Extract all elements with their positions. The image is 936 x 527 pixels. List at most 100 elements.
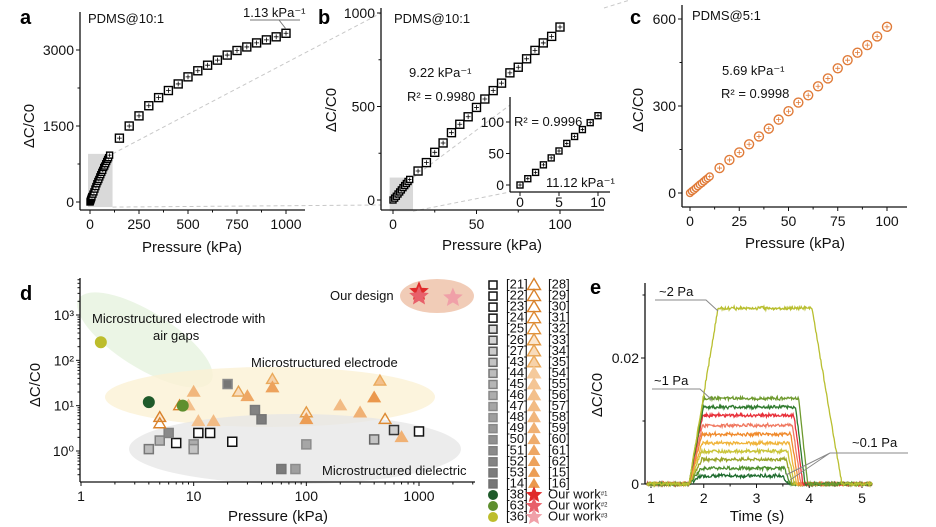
- data-point-triangle: [526, 354, 542, 368]
- error-bar: [432, 149, 438, 155]
- data-point-square: [488, 423, 498, 434]
- error-bar: [766, 126, 772, 132]
- sensitivity-label: 9.22 kPa⁻¹: [409, 65, 472, 80]
- x-tick-label: 5: [555, 194, 563, 210]
- x-tick-label: 50: [469, 216, 485, 232]
- data-point-square: [488, 291, 498, 301]
- data-point-square: [143, 443, 155, 455]
- error-bar: [244, 44, 250, 50]
- region-label-electrode: Microstructured electrode: [251, 355, 398, 370]
- data-point-square: [488, 335, 498, 345]
- data-point-square: [290, 463, 301, 475]
- y-tick-label: 100: [481, 114, 505, 130]
- region-our-design: [400, 279, 474, 313]
- error-bar: [507, 70, 513, 76]
- data-point-triangle: [526, 365, 542, 379]
- data-point-triangle: [527, 466, 541, 477]
- error-bar: [864, 42, 870, 48]
- y-tick-label: 0: [367, 192, 375, 208]
- data-point-circle: [488, 501, 498, 511]
- leader-0-1pa: [785, 452, 908, 481]
- x-tick-label: 0: [86, 216, 94, 232]
- y-tick-label: 50: [488, 146, 504, 162]
- region-label-dielectric: Microstructured dielectric: [322, 463, 467, 478]
- legend-label: [54]: [548, 365, 570, 380]
- data-point-triangle: [526, 399, 542, 412]
- panel-c: 0 25 50 75 100 0 300 600 c PDMS@5:1 5.69 kPa⁻¹ R² =…: [630, 5, 907, 252]
- y-tick-label: 10⁰: [53, 443, 75, 459]
- error-bar: [234, 48, 240, 53]
- y-tick-label: 0.02: [612, 350, 639, 366]
- error-bar: [565, 141, 569, 146]
- data-point-star: [525, 508, 543, 525]
- region-label-electrode-air-gaps: Microstructured electrode with: [92, 311, 265, 326]
- x-tick-label: 2: [700, 490, 708, 506]
- error-bar: [557, 24, 563, 30]
- legend-label: [59]: [548, 420, 570, 435]
- x-tick-label: 100: [875, 213, 899, 229]
- data-point-triangle: [527, 455, 541, 466]
- y-tick-label: 10¹: [54, 398, 75, 414]
- x-tick-label: 3: [753, 490, 761, 506]
- data-point-circle: [94, 336, 107, 349]
- error-bar: [805, 92, 811, 98]
- error-bar: [795, 100, 801, 105]
- x-tick-label: 0: [686, 213, 694, 229]
- error-bar: [533, 170, 538, 175]
- error-bar: [117, 135, 122, 141]
- error-bar: [726, 157, 732, 163]
- panel-letter-a: a: [20, 7, 32, 29]
- data-point-square: [488, 357, 498, 368]
- x-tick-label: 1: [77, 488, 85, 504]
- data-point-square: [413, 426, 425, 437]
- legend-label: [57]: [548, 398, 570, 413]
- error-bar: [524, 56, 529, 62]
- data-point-square: [488, 446, 498, 456]
- region-electrode-air-gaps: [77, 292, 213, 388]
- data-point-triangle: [378, 412, 393, 425]
- legend: [21][22][23][24][25][26][27][43][44][45]…: [488, 277, 608, 525]
- data-point-triangle: [152, 416, 167, 429]
- error-bar: [205, 62, 210, 68]
- data-point-square: [256, 414, 267, 425]
- data-point-square: [222, 378, 233, 390]
- legend-label: [50]: [506, 431, 528, 446]
- panel-a: 0 250 500 750 1000 0 1500 3000 a PDMS@10:1 1.13 kP…: [20, 5, 382, 256]
- data-point-square: [488, 302, 498, 312]
- legend-label: [27]: [506, 343, 528, 358]
- x-tick-label: 5: [858, 490, 866, 506]
- panel-letter-b: b: [318, 7, 330, 29]
- error-bar: [175, 81, 181, 87]
- legend-label: [46]: [506, 387, 528, 402]
- data-point-triangle: [231, 384, 246, 397]
- x-tick-label: 4: [805, 490, 813, 506]
- error-bar: [424, 160, 429, 165]
- data-point-square: [488, 379, 498, 390]
- data-point-square: [170, 437, 182, 449]
- data-point-triangle: [526, 388, 542, 401]
- data-point-triangle: [528, 477, 540, 488]
- error-bar: [541, 163, 546, 167]
- legend-label: [62]: [548, 453, 570, 468]
- data-point-star: [443, 287, 463, 307]
- data-point-square: [249, 404, 261, 416]
- x-tick-label: 1: [647, 490, 655, 506]
- data-point-triangle: [526, 277, 542, 291]
- leader-1pa: [652, 388, 713, 401]
- data-point-square: [368, 434, 380, 445]
- x-tick-label: 750: [225, 216, 249, 232]
- error-bar: [572, 134, 577, 139]
- data-point-square: [193, 427, 204, 439]
- slope-annotation: 1.13 kPa⁻¹: [243, 5, 306, 20]
- error-bar: [156, 95, 161, 101]
- y-tick-label: 500: [352, 99, 376, 115]
- error-bar: [490, 88, 496, 94]
- series-line: [646, 403, 873, 488]
- data-point-triangle: [526, 343, 542, 357]
- data-point-square: [163, 427, 174, 439]
- error-bar: [107, 153, 112, 157]
- error-bar: [557, 149, 561, 153]
- zoom-connector: [603, 0, 631, 9]
- legend-label: [49]: [506, 420, 528, 435]
